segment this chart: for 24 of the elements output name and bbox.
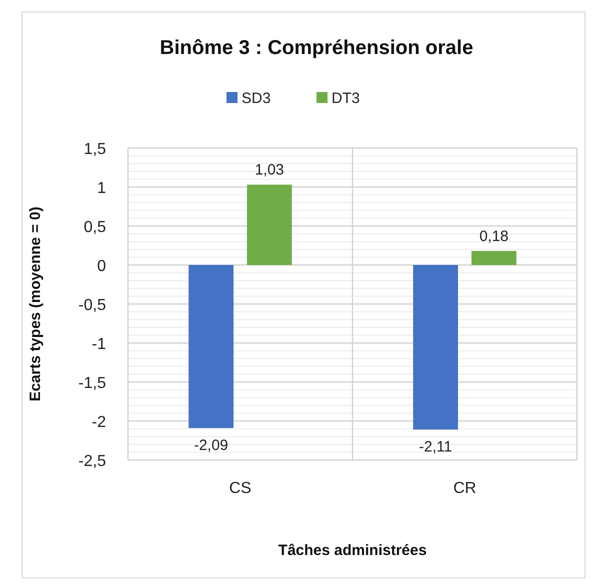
bar [413,265,458,430]
data-label: -2,11 [419,438,452,456]
bar [188,265,234,428]
bar [246,184,292,265]
data-label: -2,09 [194,437,228,454]
legend-label: DT3 [332,90,360,107]
y-tick-label: -1 [92,336,106,353]
bar [471,250,516,265]
y-tick-label: -1,5 [78,375,106,392]
y-tick-label: -2,5 [78,453,106,470]
y-axis-title: Ecarts types (moyenne = 0) [27,206,44,402]
y-tick-label: 0,5 [84,219,106,236]
data-label: 1,03 [254,162,284,179]
y-tick-label: 0 [97,258,106,275]
legend-label: SD3 [242,90,271,107]
chart-title: Binôme 3 : Compréhension orale [160,37,474,59]
y-tick-label: 1 [97,180,106,197]
x-tick-label: CS [229,480,252,497]
data-label: 0,18 [479,228,509,245]
x-axis-title: Tâches administrées [278,542,427,559]
y-tick-label: 1,5 [84,141,106,158]
y-tick-label: -0,5 [78,297,106,314]
x-tick-label: CR [453,480,476,497]
y-tick-label: -2 [92,414,106,431]
